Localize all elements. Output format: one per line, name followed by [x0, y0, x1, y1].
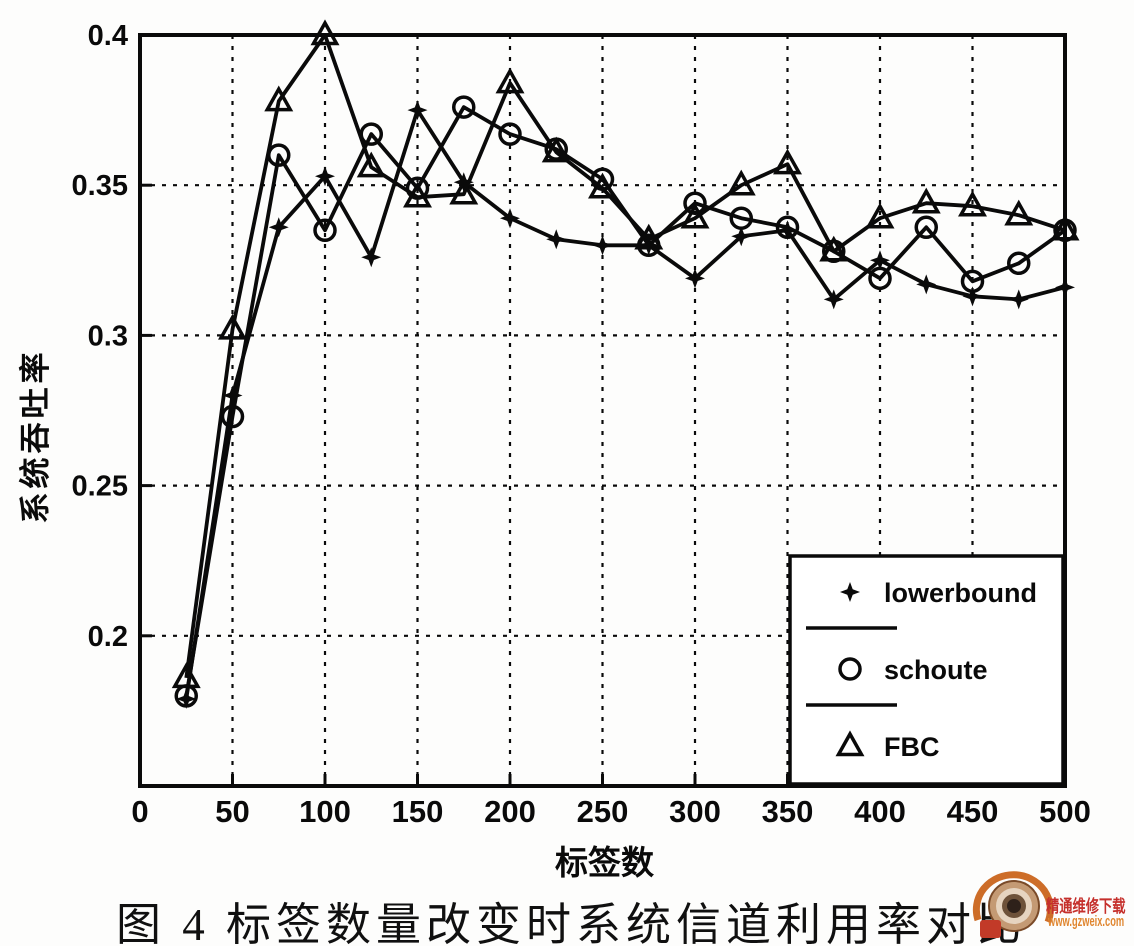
svg-text:0.35: 0.35	[72, 170, 128, 202]
plot-gridlines	[140, 35, 1065, 786]
svg-text:标签数: 标签数	[555, 844, 655, 881]
svg-text:300: 300	[669, 794, 721, 829]
svg-text:100: 100	[299, 794, 351, 829]
svg-text:0: 0	[131, 794, 148, 829]
y-axis-tick-labels: 0.2 0.25 0.3 0.35 0.4	[72, 20, 128, 653]
svg-text:400: 400	[854, 794, 906, 829]
svg-text:0.3: 0.3	[88, 320, 128, 352]
svg-text:0.25: 0.25	[72, 471, 128, 503]
svg-text:250: 250	[577, 794, 629, 829]
svg-text:200: 200	[484, 794, 536, 829]
svg-text:schoute: schoute	[884, 655, 988, 685]
svg-text:350: 350	[762, 794, 814, 829]
svg-text:150: 150	[392, 794, 444, 829]
svg-text:系统吞吐率: 系统吞吐率	[18, 349, 53, 524]
axis-labels: 标签数 系统吞吐率	[18, 349, 655, 882]
svg-text:0.4: 0.4	[88, 20, 128, 52]
svg-text:50: 50	[215, 794, 249, 829]
svg-text:lowerbound: lowerbound	[884, 578, 1037, 608]
watermark-title: 精通维修下载	[1046, 897, 1126, 916]
gzweix-logo-icon	[972, 871, 1054, 938]
svg-text:0.2: 0.2	[88, 621, 128, 653]
x-axis-tick-labels: 0 50 100 150 200 250 300 350 400 450 500	[131, 794, 1090, 829]
figure-caption: 图 4 标签数量改变时系统信道利用率对比	[116, 900, 1027, 946]
svg-text:450: 450	[947, 794, 999, 829]
series-FBC	[171, 19, 1080, 689]
svg-text:FBC: FBC	[884, 732, 940, 762]
watermark: 精通维修下载 www.gzweix.com	[968, 858, 1134, 946]
legend: lowerbound schoute FBC	[788, 554, 1065, 786]
watermark-url: www.gzweix.com	[1048, 913, 1125, 930]
svg-text:500: 500	[1039, 794, 1091, 829]
